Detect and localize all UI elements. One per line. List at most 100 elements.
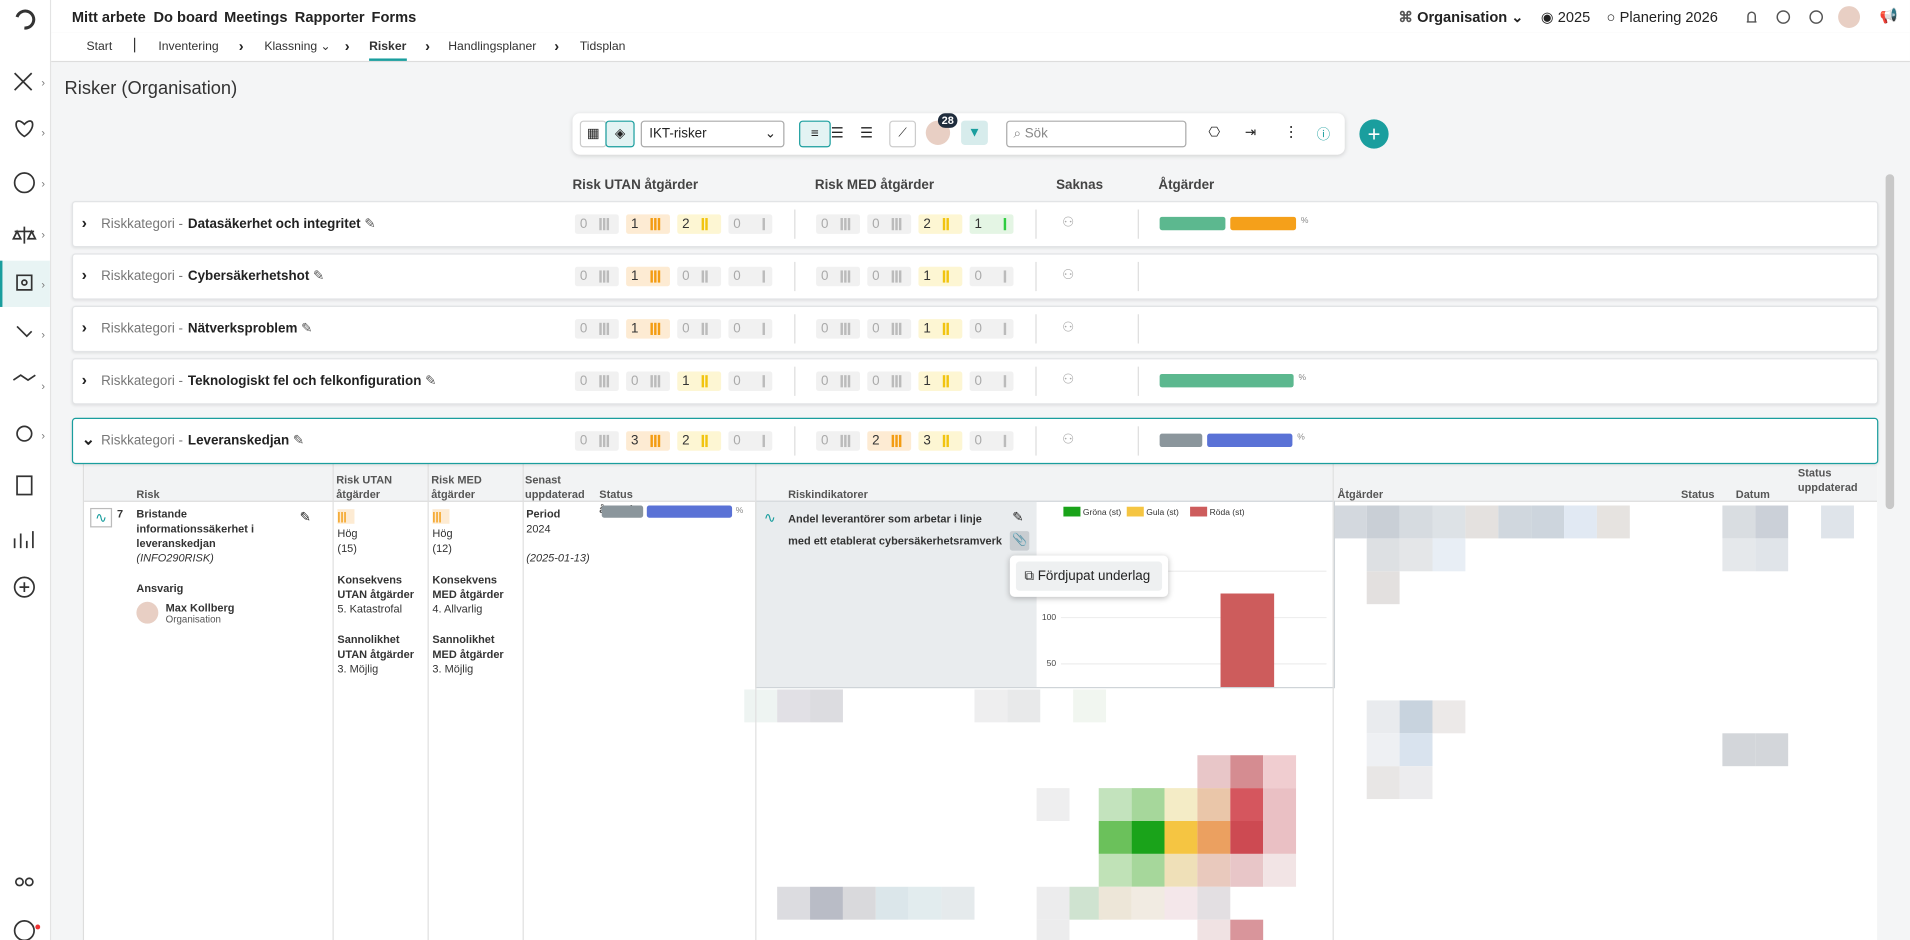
level-bar — [1003, 218, 1006, 231]
breadcrumb[interactable]: Handlingsplaner — [448, 40, 537, 54]
export-icon[interactable]: ⎔ — [1208, 125, 1221, 141]
breadcrumb-bar — [51, 32, 1910, 63]
risk-code: (INFO290RISK) — [136, 551, 214, 564]
blurred-cell — [1007, 689, 1041, 723]
risk-count: 3 — [923, 433, 931, 449]
level-bar — [602, 322, 605, 335]
popup-item[interactable]: ⧉ Fördjupat underlag — [1015, 561, 1163, 591]
breadcrumb[interactable]: Risker — [369, 40, 407, 61]
blurred-cell — [1722, 505, 1756, 539]
category-row[interactable]: › Riskkategori - Datasäkerhet och integrit… — [71, 200, 1879, 248]
breadcrumb[interactable]: Inventering — [158, 40, 219, 54]
risk-detail: (12) — [432, 542, 452, 555]
list-view-2[interactable]: ☰ — [859, 124, 874, 142]
level-bar — [602, 434, 605, 448]
blurred-cell — [1399, 505, 1433, 539]
year-option[interactable]: ◉ 2025 — [1540, 8, 1591, 26]
risk-count: 3 — [630, 433, 639, 449]
nav-item[interactable]: Forms — [371, 8, 417, 26]
nav-item[interactable]: Meetings — [224, 8, 288, 26]
level-bar — [705, 375, 708, 388]
chart-view[interactable]: ⟋ — [889, 120, 917, 148]
category-row[interactable]: › Riskkategori - Cybersäkerhetshot ✎ 0 1 0 0 0 0… — [71, 253, 1879, 300]
logo — [15, 9, 36, 30]
risk-badge: 2 — [677, 431, 722, 451]
breadcrumb[interactable]: Klassning ⌄ — [264, 40, 331, 54]
blurred-cell — [1230, 853, 1264, 887]
risk-badge: 2 — [867, 431, 912, 451]
category-row[interactable]: ⌄ Riskkategori - Leveranskedjan ✎ 0 3 2 0 0 2 3 0 ⚇… — [71, 417, 1879, 465]
level-bar — [895, 270, 898, 283]
updated-date: (2025-01-13) — [526, 551, 590, 564]
breadcrumb[interactable]: Start — [86, 40, 113, 54]
risk-count: 0 — [579, 433, 588, 449]
level-bar — [650, 375, 653, 388]
level-bar — [895, 218, 898, 231]
risk-count: 1 — [923, 269, 931, 284]
risk-badge: 0 — [728, 214, 773, 234]
edit-icon[interactable]: ✎ — [421, 373, 437, 389]
level-bar — [844, 434, 846, 448]
add-button[interactable]: + — [1359, 119, 1389, 149]
detail-column-header: Senast uppdaterad — [525, 473, 585, 501]
risk-level-icon — [1003, 218, 1019, 231]
edit-icon[interactable]: ✎ — [299, 510, 311, 526]
level-bar — [654, 218, 656, 231]
search-box[interactable]: ⌕ Sök — [1006, 120, 1187, 148]
owner-label: Ansvarig — [136, 582, 184, 595]
divider — [1035, 366, 1037, 396]
risk-level-icon — [891, 322, 907, 335]
risk-badge: 0 — [867, 266, 912, 287]
level-bar — [606, 270, 609, 283]
announce-icon[interactable]: 📢 — [1879, 7, 1898, 25]
nav-item[interactable]: Mitt arbete — [71, 8, 146, 26]
risk-level-icon — [891, 434, 907, 448]
level-bar — [847, 434, 850, 448]
attach-icon[interactable]: 📎 — [1009, 531, 1030, 551]
dense-view[interactable]: ≡ — [799, 120, 831, 148]
share-icon[interactable]: ⇥ — [1244, 125, 1257, 141]
risk-badge: 0 — [574, 371, 619, 392]
level-bar — [602, 270, 605, 283]
divider — [794, 426, 796, 456]
org-selector[interactable]: ⌘ Organisation ⌄ — [1398, 8, 1524, 26]
level-bar — [898, 218, 901, 231]
divider — [1035, 426, 1037, 456]
category-row[interactable]: › Riskkategori - Nätverksproblem ✎ 0 1 0 0 0 0 1 0… — [71, 305, 1879, 353]
level-bar — [847, 218, 850, 231]
edit-icon[interactable]: ✎ — [1012, 510, 1024, 526]
level-bar — [844, 218, 846, 231]
edit-icon[interactable]: ✎ — [360, 216, 376, 232]
nav-item[interactable]: Do board — [153, 8, 218, 26]
progress-bar — [1159, 216, 1226, 231]
category-name: Datasäkerhet och integritet — [187, 216, 361, 232]
svg-text:›: › — [41, 179, 45, 191]
risk-badge: 0 — [728, 371, 773, 392]
table-view[interactable]: ▦ — [579, 120, 607, 148]
risk-level-icon — [650, 218, 665, 231]
edit-icon[interactable]: ✎ — [289, 433, 305, 449]
plan-option[interactable]: ○ Planering 2026 — [1606, 8, 1718, 26]
risk-level-icon — [1003, 434, 1019, 448]
chevron: › — [344, 37, 350, 55]
expand-icon: › — [81, 370, 87, 389]
edit-icon[interactable]: ✎ — [309, 269, 325, 284]
blurred-cell — [777, 886, 811, 920]
divider — [794, 209, 796, 239]
risk-select[interactable]: IKT-risker ⌄ — [640, 120, 785, 148]
edit-icon[interactable]: ✎ — [297, 321, 313, 337]
blurred-cell — [1131, 820, 1165, 854]
breadcrumb[interactable]: Tidsplan — [579, 40, 626, 54]
help-icon[interactable]: ⓘ — [1316, 127, 1331, 143]
list-view[interactable]: ☰ — [830, 124, 844, 142]
detail-column-header: Datum — [1735, 488, 1770, 501]
layer-view[interactable]: ◈ — [605, 120, 635, 148]
more-icon[interactable]: ⋮ — [1283, 123, 1299, 141]
category-prefix: Riskkategori - — [101, 321, 184, 337]
nav-item[interactable]: Rapporter — [294, 8, 365, 26]
risk-count: 0 — [820, 216, 829, 232]
level-bar — [701, 218, 704, 231]
filter-button[interactable]: ▼ — [961, 120, 988, 145]
category-row[interactable]: › Riskkategori - Teknologiskt fel och felk… — [71, 358, 1879, 405]
